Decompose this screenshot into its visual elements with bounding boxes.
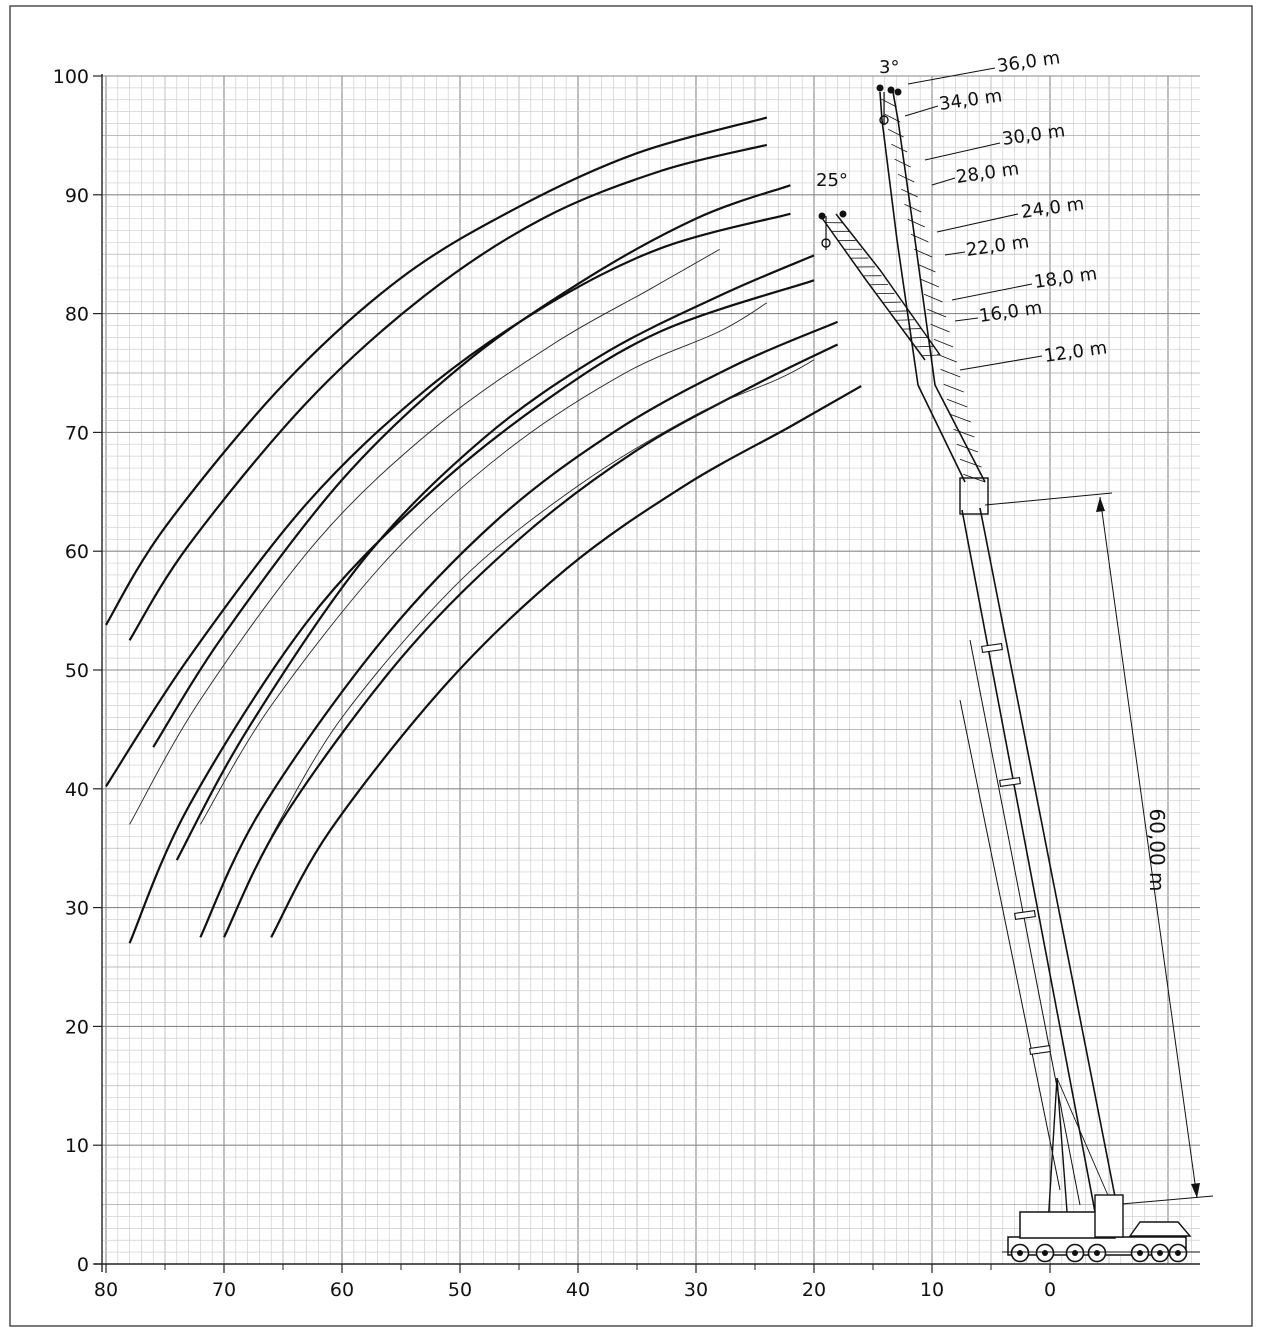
jib-label-leader [905, 106, 938, 116]
jib-length-label: 12,0 m [1043, 337, 1109, 367]
y-tick-label: 10 [65, 1135, 89, 1157]
jib-lattice-brace [924, 294, 942, 302]
boom-section-joint [982, 644, 1003, 653]
y-tick-label: 50 [65, 660, 89, 682]
x-tick-label: 50 [448, 1279, 472, 1301]
y-tick-label: 70 [65, 422, 89, 444]
jib-label-leader [952, 284, 1032, 300]
jib-lattice-brace [953, 429, 974, 437]
wheel-hub [1072, 1250, 1078, 1256]
dimension-arrow [1191, 1183, 1200, 1198]
boom-section-joint [1030, 1046, 1051, 1055]
wheel-hub [1175, 1250, 1181, 1256]
jib-angle-label: 3° [879, 57, 899, 78]
y-tick-label: 100 [53, 66, 89, 88]
y-tick-label: 30 [65, 898, 89, 920]
sheave [819, 213, 826, 220]
guy-mast [1048, 1078, 1057, 1225]
wheel-hub [1042, 1250, 1048, 1256]
main-boom-length-label: 60,00 m [1145, 808, 1169, 891]
sheave [840, 211, 847, 218]
x-tick-label: 30 [684, 1279, 708, 1301]
jib-length-label: 22,0 m [965, 231, 1031, 261]
sheave [895, 89, 902, 96]
x-tick-label: 70 [212, 1279, 236, 1301]
jib-lattice-brace [904, 204, 921, 212]
jib-length-label: 36,0 m [996, 47, 1062, 77]
jib-lattice-brace [903, 329, 921, 330]
x-tick-label: 0 [1044, 1279, 1056, 1301]
counterweight [1095, 1195, 1123, 1237]
jib-head-adapter [960, 478, 988, 514]
jib-label-leader [945, 252, 965, 255]
jib-label-leader [955, 318, 978, 321]
driver-cab [1130, 1222, 1190, 1236]
wheel-hub [1157, 1250, 1163, 1256]
wheel-hub [1094, 1250, 1100, 1256]
x-tick-label: 60 [330, 1279, 354, 1301]
jib-label-leader [925, 143, 1000, 160]
jib-length-label: 28,0 m [955, 158, 1021, 188]
dimension-extension-line [1110, 1196, 1213, 1205]
jib-lattice-brace [921, 279, 939, 287]
wheel-hub [1137, 1250, 1143, 1256]
grid [102, 76, 1200, 1264]
y-tick-label: 0 [77, 1254, 89, 1276]
jib-lattice-brace [911, 234, 928, 242]
jib-lattice-brace [922, 355, 940, 356]
y-tick-label: 20 [65, 1016, 89, 1038]
jib-lattice-brace [915, 346, 933, 347]
boom-section-joint [1015, 911, 1036, 920]
jib-length-label: 30,0 m [1001, 120, 1067, 150]
jib-lattice-brace [944, 384, 964, 392]
jib-lattice-brace [891, 144, 907, 152]
sheave [888, 87, 895, 94]
x-tick-label: 80 [94, 1279, 118, 1301]
jib-lattice-brace [960, 459, 981, 467]
jib-lattice-brace [888, 129, 904, 137]
x-tick-label: 40 [566, 1279, 590, 1301]
sheave [877, 85, 884, 92]
wheel-hub [1017, 1250, 1023, 1256]
jib-label-leader [937, 214, 1018, 232]
y-tick-label: 40 [65, 779, 89, 801]
main-boom-edge [962, 510, 1095, 1212]
y-tick-label: 90 [65, 185, 89, 207]
jib-angle-label: 25° [816, 170, 848, 191]
boom-section-line [970, 640, 1080, 1205]
jib-lattice-brace [908, 219, 925, 227]
x-tick-label: 20 [802, 1279, 826, 1301]
jib-length-label: 18,0 m [1033, 263, 1099, 293]
x-tick-label: 10 [920, 1279, 944, 1301]
jib-length-label: 34,0 m [938, 85, 1004, 115]
y-tick-label: 80 [65, 304, 89, 326]
y-tick-label: 60 [65, 541, 89, 563]
dimension-extension-line [985, 493, 1112, 505]
jib-label-leader [960, 356, 1042, 370]
jib-lattice-brace [947, 399, 967, 407]
